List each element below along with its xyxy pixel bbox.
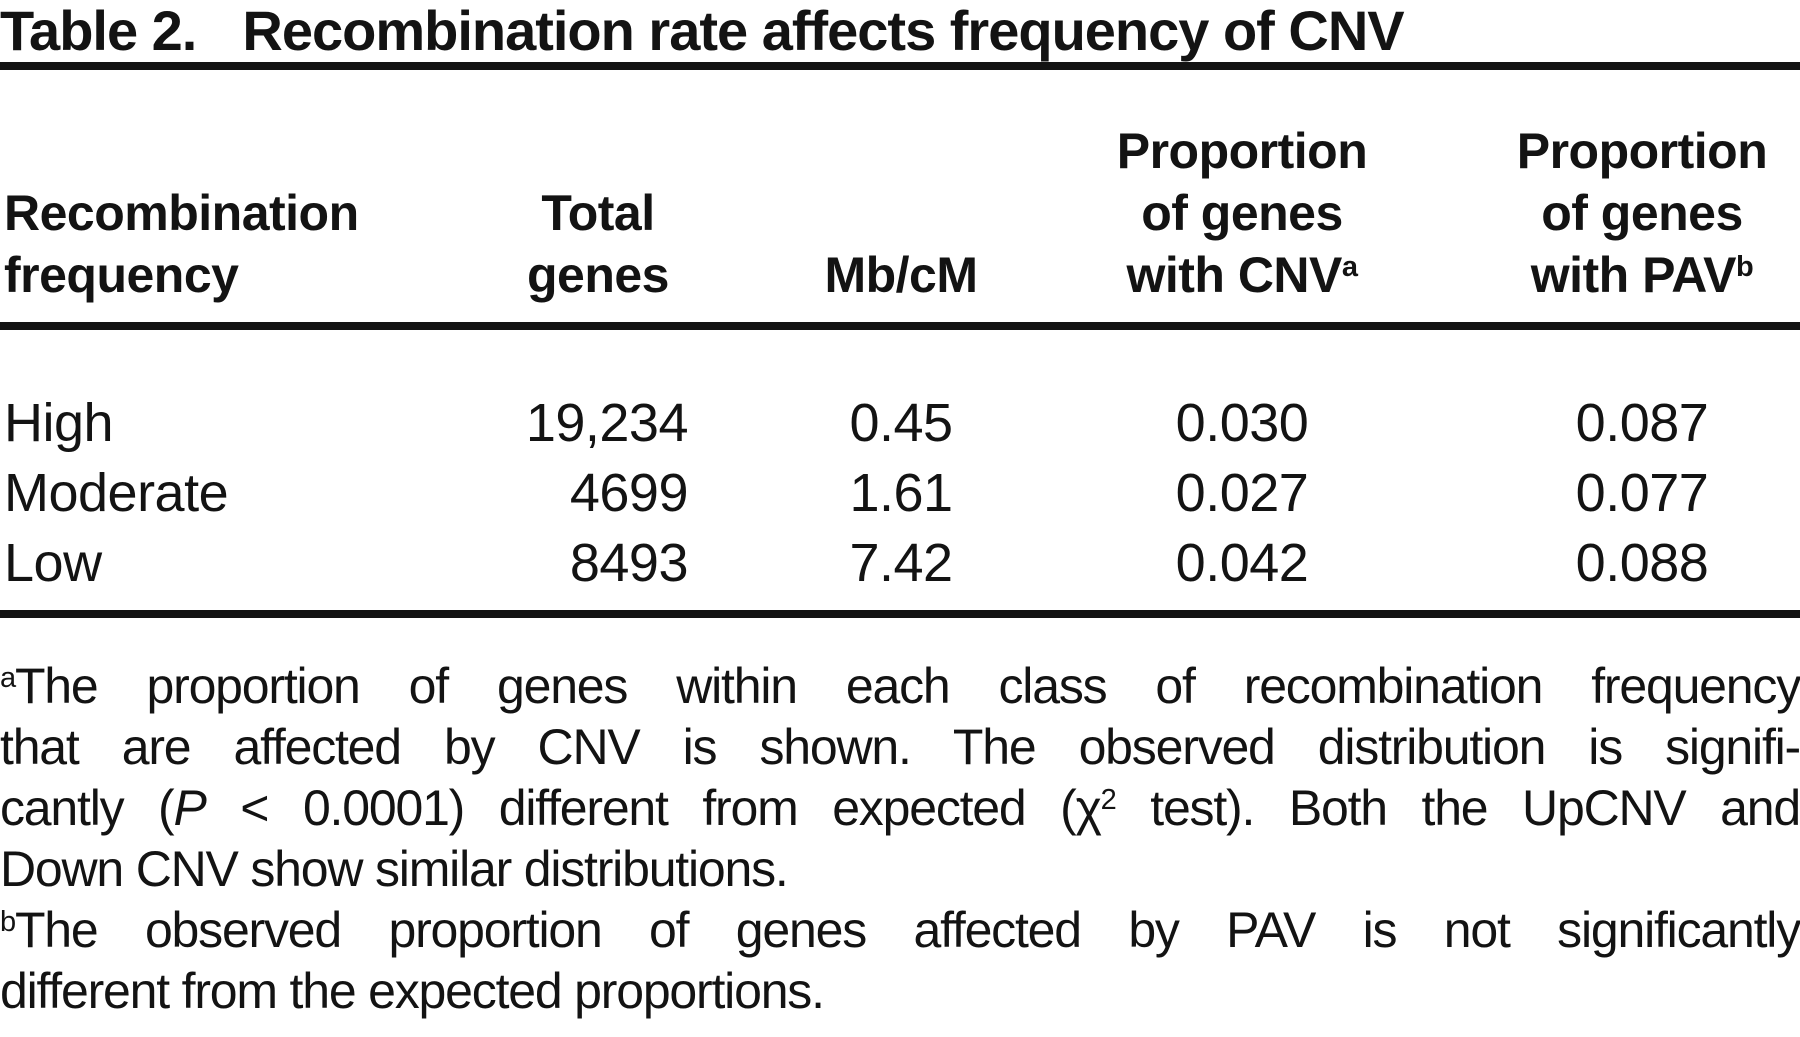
footnote-text: cantly ( [0, 780, 175, 836]
mb-per-cm-cell: 0.45 [849, 393, 953, 453]
prop-cnv-cell: 0.027 [1175, 463, 1309, 523]
header-line: with PAVb [1484, 244, 1800, 306]
total-genes-cell: 8493 [569, 533, 689, 593]
footnotes: aThe proportion of genes within each cla… [0, 656, 1800, 1022]
header-proportion-cnv: Proportion of genes with CNVa [1080, 70, 1404, 330]
footnote-a-line3: cantly (P < 0.0001) different from expec… [0, 778, 1800, 839]
footnote-marker-b: b [0, 906, 16, 939]
chi-squared-exponent: 2 [1100, 784, 1117, 817]
bottom-rule [0, 610, 1800, 618]
row-label: Low [4, 533, 102, 593]
prop-pav-cell: 0.077 [1575, 463, 1709, 523]
header-line: with CNVa [1080, 244, 1404, 306]
header-line: Total [541, 185, 655, 241]
prop-cnv-cell: 0.042 [1175, 533, 1309, 593]
prop-pav-cell: 0.088 [1575, 533, 1709, 593]
table-row-high: High 19,234 0.45 0.030 0.087 [0, 326, 1800, 458]
mb-per-cm-cell: 1.61 [849, 463, 953, 523]
mb-per-cm-cell: 7.42 [849, 533, 953, 593]
header-line: Proportion [1116, 123, 1368, 179]
footnote-text: The proportion of genes within each clas… [14, 658, 1800, 714]
header-line: Recombination [4, 185, 359, 241]
prop-pav-cell: 0.087 [1575, 393, 1709, 453]
chi-symbol: χ [1075, 780, 1102, 836]
footnote-text: The observed proportion of genes affecte… [14, 902, 1800, 958]
footnote-a-line1: aThe proportion of genes within each cla… [0, 656, 1800, 717]
header-line: Proportion [1516, 123, 1768, 179]
header-line: frequency [4, 247, 239, 303]
table-title: Table 2. Recombination rate affects frequ… [0, 0, 1800, 62]
header-recombination-frequency: Recombination frequency [0, 70, 414, 330]
table-number: Table 2. [0, 0, 197, 62]
total-genes-cell: 19,234 [525, 393, 689, 453]
header-total-genes: Total genes [414, 70, 702, 330]
table-row-low: Low 8493 7.42 0.042 0.088 [0, 528, 1800, 610]
header-text: with PAV [1530, 247, 1737, 303]
table-caption: Recombination rate affects frequency of … [242, 0, 1404, 62]
footnote-marker-b: b [1736, 251, 1754, 284]
total-genes-cell: 4699 [569, 463, 689, 523]
table-row-moderate: Moderate 4699 1.61 0.027 0.077 [0, 458, 1800, 528]
header-line: of genes [1541, 185, 1743, 241]
header-proportion-pav: Proportion of genes with PAVb [1404, 70, 1800, 330]
p-value-italic: P [173, 780, 207, 836]
recombination-cnv-table: Recombination frequency Total genes Mb/c… [0, 70, 1800, 610]
footnote-marker-a: a [0, 662, 16, 695]
footnote-text: Down CNV show similar distributions. [0, 841, 789, 897]
top-rule [0, 62, 1800, 70]
footnote-a-line4: Down CNV show similar distributions. [0, 839, 1800, 900]
footnote-text: different from the expected proportions. [0, 963, 825, 1019]
header-row: Recombination frequency Total genes Mb/c… [0, 70, 1800, 330]
footnote-text: test). Both the UpCNV and [1115, 780, 1800, 836]
footnote-text: that are affected by CNV is shown. The o… [0, 719, 1800, 775]
row-label: Moderate [4, 463, 229, 523]
footnote-b-line2: different from the expected proportions. [0, 961, 1800, 1022]
header-text: with CNV [1126, 247, 1342, 303]
header-line: Mb/cM [824, 247, 978, 303]
footnote-marker-a: a [1341, 251, 1358, 284]
header-line: genes [526, 247, 670, 303]
header-mb-per-cm: Mb/cM [702, 70, 1080, 330]
row-label: High [4, 393, 114, 453]
header-line: of genes [1141, 185, 1343, 241]
footnote-b-line1: bThe observed proportion of genes affect… [0, 900, 1800, 961]
footnote-a-line2: that are affected by CNV is shown. The o… [0, 717, 1800, 778]
prop-cnv-cell: 0.030 [1175, 393, 1309, 453]
footnote-text: < 0.0001) different from expected ( [205, 780, 1077, 836]
